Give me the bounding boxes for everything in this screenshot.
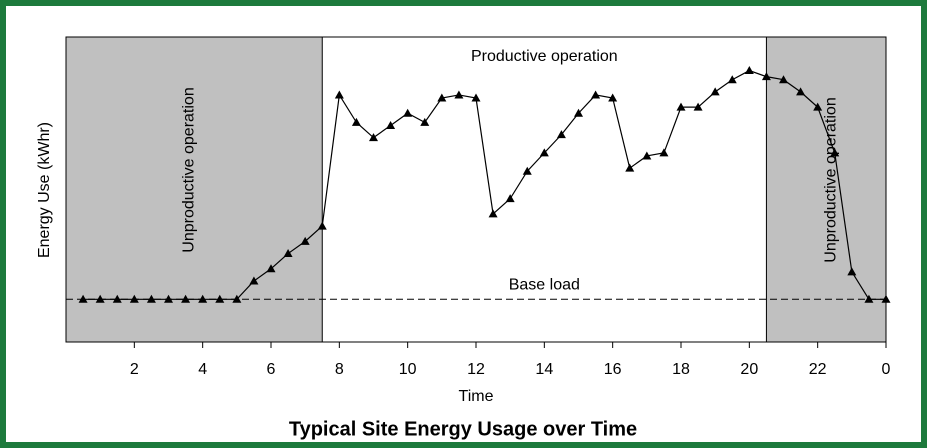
- x-tick-label: 16: [604, 361, 622, 378]
- marker: [881, 294, 891, 303]
- marker: [693, 102, 703, 111]
- marker: [386, 120, 396, 129]
- marker: [659, 148, 669, 157]
- x-tick-label: 12: [467, 361, 485, 378]
- marker: [608, 93, 618, 102]
- region-label: Unproductive operation: [180, 87, 197, 252]
- marker: [403, 108, 413, 117]
- marker: [334, 90, 344, 99]
- marker: [95, 294, 105, 303]
- marker: [164, 294, 173, 303]
- marker: [505, 194, 515, 203]
- marker: [813, 102, 823, 111]
- marker: [779, 75, 788, 84]
- marker: [317, 221, 327, 230]
- region-label: Productive operation: [471, 48, 618, 65]
- x-tick-label: 2: [130, 361, 139, 378]
- marker: [78, 294, 88, 303]
- marker: [539, 148, 549, 157]
- x-tick-label: 6: [267, 361, 276, 378]
- marker: [181, 294, 191, 303]
- marker: [112, 294, 122, 303]
- x-tick-label: 14: [535, 361, 553, 378]
- y-axis-label: Energy Use (kWhr): [36, 122, 53, 258]
- marker: [642, 151, 652, 160]
- x-tick-label: 20: [740, 361, 758, 378]
- marker: [471, 93, 481, 102]
- x-axis-label: Time: [459, 388, 494, 405]
- marker: [300, 236, 310, 245]
- marker: [625, 163, 635, 172]
- marker: [864, 294, 874, 303]
- marker: [727, 75, 737, 84]
- marker: [215, 294, 225, 303]
- baseline-label: Base load: [509, 277, 580, 294]
- region-label: Unproductive operation: [822, 97, 839, 262]
- marker: [488, 209, 498, 218]
- marker: [351, 117, 361, 126]
- x-tick-label: 8: [335, 361, 344, 378]
- marker: [454, 90, 464, 99]
- x-tick-label: 18: [672, 361, 690, 378]
- marker: [676, 102, 686, 111]
- marker: [591, 90, 601, 99]
- marker: [198, 294, 208, 303]
- marker: [266, 264, 276, 273]
- marker: [830, 148, 840, 157]
- marker: [437, 93, 447, 102]
- marker: [420, 117, 430, 126]
- x-tick-label: 4: [198, 361, 207, 378]
- marker: [369, 133, 378, 142]
- marker: [522, 166, 532, 175]
- marker: [574, 108, 583, 117]
- x-tick-label: 0: [882, 361, 891, 378]
- x-tick-label: 10: [399, 361, 417, 378]
- marker: [283, 249, 293, 258]
- marker: [146, 294, 156, 303]
- marker: [232, 294, 242, 303]
- marker: [744, 66, 754, 75]
- marker: [556, 130, 566, 139]
- marker: [761, 72, 771, 81]
- marker: [710, 87, 720, 96]
- marker: [847, 267, 857, 276]
- x-tick-label: 22: [809, 361, 827, 378]
- region: [65, 36, 323, 343]
- chart-title: Typical Site Energy Usage over Time: [289, 418, 637, 440]
- marker: [129, 294, 139, 303]
- marker: [796, 87, 806, 96]
- marker: [249, 276, 259, 285]
